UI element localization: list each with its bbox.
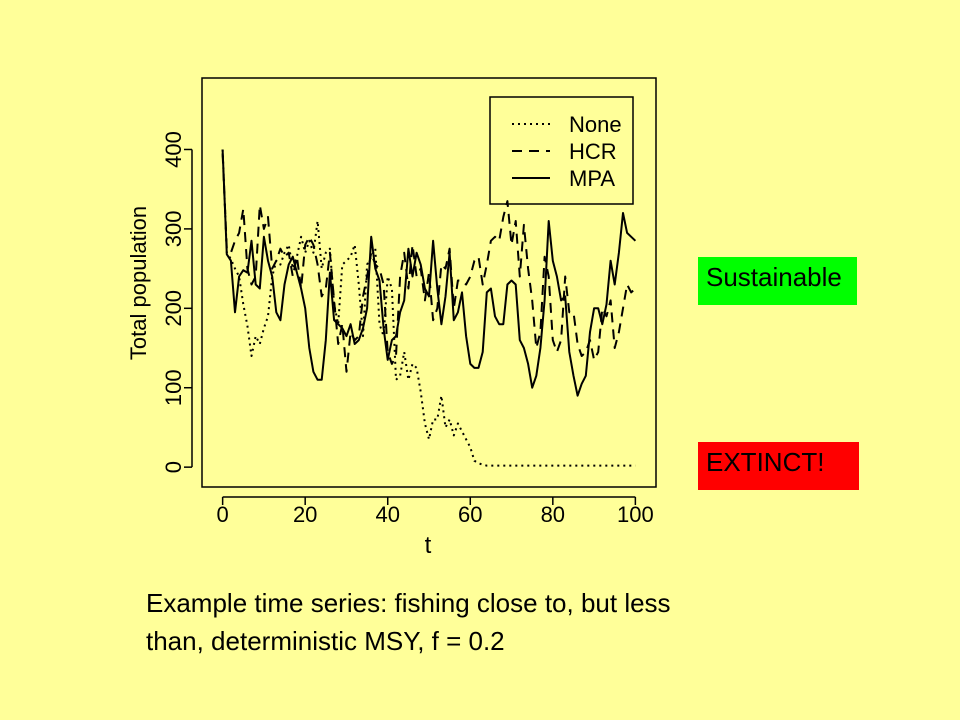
caption-line-2: than, deterministic MSY, f = 0.2 <box>146 626 505 656</box>
legend-label-none: None <box>569 112 622 137</box>
x-tick-label-20: 20 <box>293 502 317 527</box>
legend-label-mpa: MPA <box>569 166 615 191</box>
series-line-none <box>221 149 636 467</box>
sustainable-badge: Sustainable <box>698 257 857 305</box>
extinct-badge: EXTINCT! <box>698 442 859 490</box>
series-line-mpa <box>221 149 637 397</box>
y-tick-label-0: 0 <box>161 461 186 473</box>
plot-frame <box>201 77 657 488</box>
y-tick-label-300: 300 <box>161 211 186 248</box>
caption: Example time series: fishing close to, b… <box>146 584 826 660</box>
x-tick-label-80: 80 <box>541 502 565 527</box>
y-tick-label-200: 200 <box>161 290 186 327</box>
legend-box <box>489 96 634 205</box>
x-axis-label: t <box>425 532 432 559</box>
x-tick-label-40: 40 <box>375 502 399 527</box>
y-axis-label: Total population <box>126 206 151 360</box>
caption-line-1: Example time series: fishing close to, b… <box>146 588 671 618</box>
y-tick-label-400: 400 <box>161 131 186 168</box>
x-tick-label-0: 0 <box>217 502 229 527</box>
y-axis: 0 100 200 300 400 <box>161 131 193 473</box>
x-tick-label-60: 60 <box>458 502 482 527</box>
legend-label-hcr: HCR <box>569 139 617 164</box>
series-line-hcr <box>221 153 637 373</box>
x-axis: 0 20 40 60 80 100 <box>217 496 654 527</box>
y-tick-label-100: 100 <box>161 369 186 406</box>
x-tick-label-100: 100 <box>617 502 654 527</box>
